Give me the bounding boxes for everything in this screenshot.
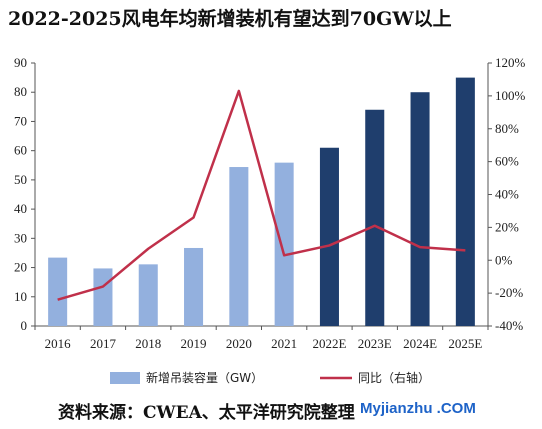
y-right-tick-label: 100% [495, 88, 526, 103]
x-tick-label: 2018 [135, 336, 161, 351]
watermark: Myjianzhu .COM [360, 400, 476, 417]
legend-label-line: 同比（右轴） [358, 370, 430, 385]
y-left-tick-label: 0 [21, 318, 28, 333]
chart-title: 2022-2025风电年均新增装机有望达到70GW以上 [8, 8, 452, 30]
bar [365, 109, 385, 326]
bar [138, 264, 158, 326]
source-note: 资料来源：CWEA、太平洋研究院整理 [58, 403, 355, 423]
legend-label-bars: 新增吊装容量（GW） [146, 370, 263, 385]
y-left-tick-label: 50 [14, 172, 27, 187]
x-tick-label: 2020 [226, 336, 252, 351]
y-left-tick-label: 40 [14, 201, 27, 216]
bar [319, 147, 339, 326]
y-right-tick-label: 60% [495, 154, 519, 169]
x-tick-label: 2025E [448, 336, 482, 351]
x-tick-label: 2019 [181, 336, 207, 351]
y-right-tick-label: 120% [495, 55, 526, 70]
axes: 0 10 20 30 40 50 60 70 80 90 -40% -20% 0% 20% 40% 60% 80… [14, 55, 526, 351]
line-group [57, 89, 466, 301]
x-tick-label: 2021 [271, 336, 297, 351]
bar [184, 247, 204, 326]
y-left-tick-label: 90 [14, 55, 27, 70]
y-left-tick-label: 30 [14, 230, 27, 245]
x-tick-label: 2017 [90, 336, 117, 351]
y-right-tick-label: 20% [495, 219, 519, 234]
y-right-tick-label: -20% [495, 285, 523, 300]
x-tick-label: 2023E [358, 336, 392, 351]
yoy-line [57, 89, 466, 301]
bar [455, 77, 475, 326]
bar [229, 167, 249, 326]
bar [410, 92, 430, 326]
bar [274, 162, 294, 326]
x-tick-label: 2016 [45, 336, 72, 351]
legend: 新增吊装容量（GW） 同比（右轴） [110, 370, 430, 385]
legend-swatch-bars [110, 372, 140, 384]
y-left-tick-label: 60 [14, 143, 27, 158]
y-right-tick-label: 40% [495, 187, 519, 202]
y-left-tick-label: 10 [14, 289, 27, 304]
y-right-tick-label: 80% [495, 121, 519, 136]
y-left-tick-label: 20 [14, 260, 27, 275]
bar [93, 268, 113, 326]
x-tick-label: 2024E [403, 336, 437, 351]
y-left-tick-label: 80 [14, 84, 27, 99]
bar [48, 257, 68, 326]
x-tick-label: 2022E [312, 336, 346, 351]
y-left-tick-label: 70 [14, 113, 27, 128]
bars-group [48, 77, 475, 326]
y-right-tick-label: -40% [495, 318, 523, 333]
y-right-tick-label: 0% [495, 252, 513, 267]
